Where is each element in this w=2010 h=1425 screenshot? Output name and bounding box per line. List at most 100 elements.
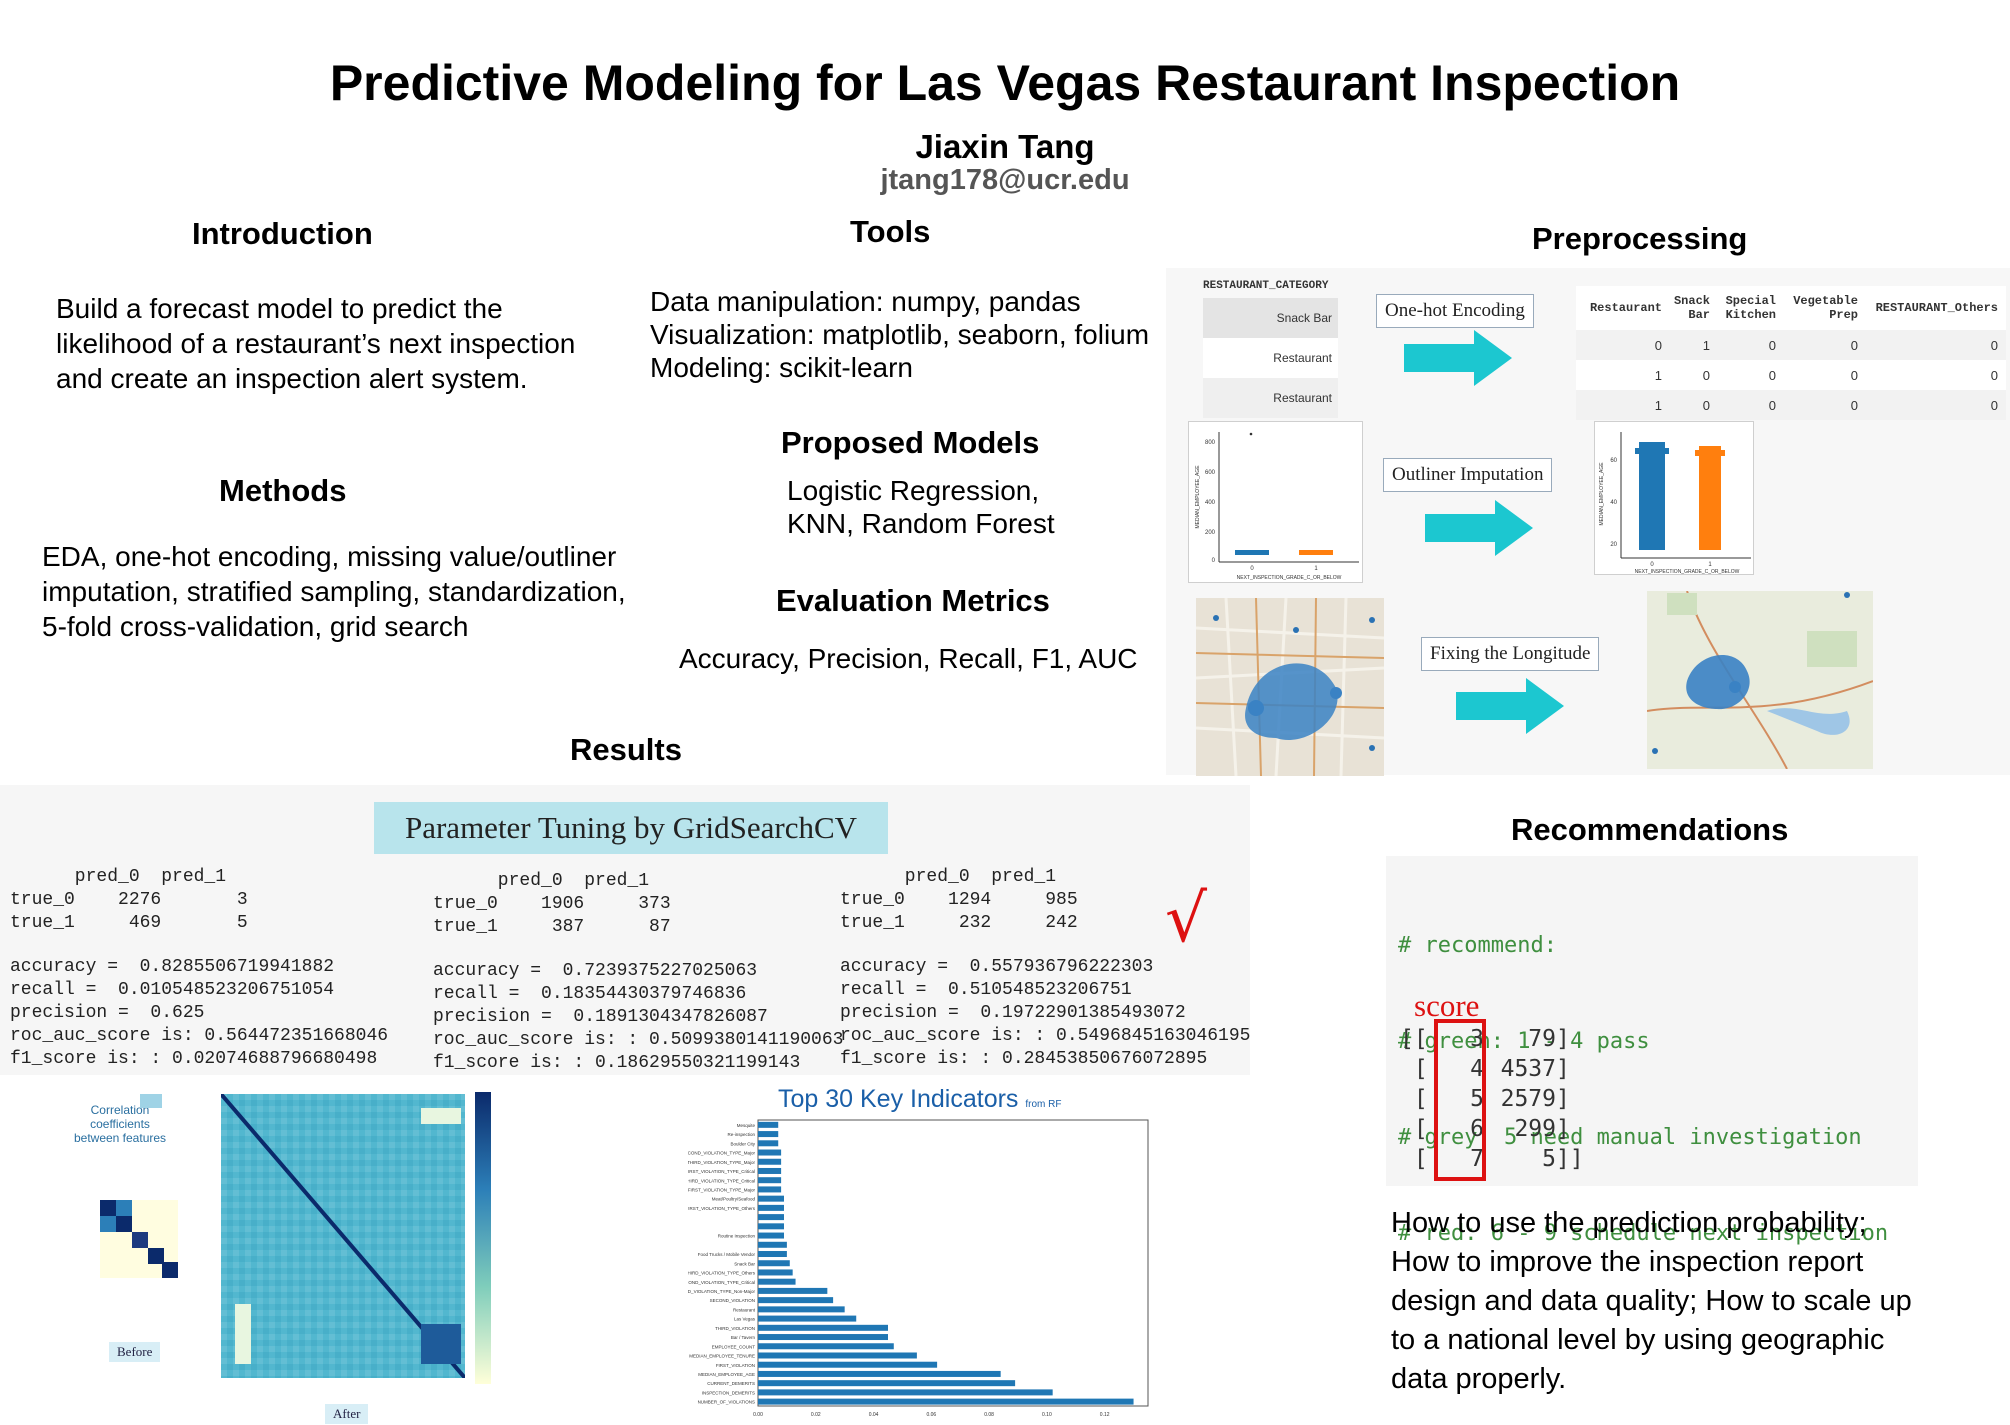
metrics-heading: Evaluation Metrics (776, 583, 1050, 618)
score-row: [7 5]] (1400, 1146, 1584, 1172)
score-row: [[3 79] (1400, 1026, 1570, 1052)
bar-label: Food Trucks / Mobile Vendor (698, 1252, 756, 1257)
after-label: After (325, 1404, 369, 1424)
bar-label: Snack Bar (734, 1261, 755, 1266)
bar (758, 1334, 888, 1341)
bar (758, 1149, 782, 1156)
bar-label: FIRST_VIOLATION_TYPE_Major (688, 1188, 755, 1193)
bar-label: FIRST_VIOLATION_TYPE_Critical (688, 1169, 755, 1174)
arrow-right-icon (1456, 678, 1564, 734)
bar (758, 1352, 917, 1359)
bar-label: Routine Inspection (718, 1234, 756, 1239)
x-axis-label: NEXT_INSPECTION_GRADE_C_OR_BELOW (1635, 569, 1740, 575)
bar (758, 1158, 782, 1165)
bar-label: MEDIAN_EMPLOYEE_TENURE (689, 1354, 755, 1359)
category-row: Restaurant (1203, 378, 1338, 418)
bar-label: THIRD_VIOLATION_TYPE_Major (688, 1160, 755, 1165)
metrics-text: Accuracy, Precision, Recall, F1, AUC (679, 643, 1138, 674)
y-tick-label: 800 (1205, 440, 1216, 446)
bar-label: THIRD_VIOLATION (715, 1326, 755, 1331)
score-matrix: [[3 79] [4 4537] [5 2579] [6 299] [7 5]] (1400, 1024, 1584, 1174)
map-before-image (1196, 598, 1384, 776)
onehot-header-row: Restaurant Snack Bar Special Kitchen Veg… (1589, 294, 1998, 322)
bar (758, 1278, 796, 1285)
category-table: RESTAURANT_CATEGORY Snack Bar Restaurant… (1203, 274, 1338, 418)
metrics-lr: accuracy = 0.8285506719941882 recall = 0… (10, 957, 389, 1069)
arrow-right-icon (1404, 330, 1512, 386)
bar (758, 1177, 782, 1184)
recommendations-heading: Recommendations (1511, 812, 1789, 847)
bar-label: INSPECTION_DEMERITS (702, 1390, 755, 1395)
metrics-rf: accuracy = 0.557936796222303 recall = 0.… (840, 957, 1251, 1069)
metrics-knn: accuracy = 0.7239375227025063 recall = 0… (433, 961, 844, 1073)
y-tick-label: 600 (1205, 470, 1216, 476)
bar (758, 1324, 888, 1331)
bar (758, 1343, 894, 1350)
introduction-text: Build a forecast model to predict the li… (56, 293, 576, 394)
outlier-label: Outliner Imputation (1383, 458, 1553, 492)
boxplot-after-image: 60 40 20 MEDIAN_EMPLOYEE_AGE 0 1 NEXT_IN… (1594, 421, 1754, 575)
bar-label: Bar / Tavern (731, 1335, 756, 1340)
bar (758, 1214, 784, 1221)
bar-label: MEDIAN_EMPLOYEE_AGE (698, 1372, 755, 1377)
y-axis-label: MEDIAN_EMPLOYEE_AGE (1195, 465, 1201, 529)
bar (758, 1121, 779, 1128)
x-tick-label: 0.04 (869, 1412, 879, 1418)
results-heading: Results (570, 732, 682, 767)
bar (758, 1389, 1053, 1396)
heatmap-before-image (100, 1200, 178, 1278)
x-tick-label: 0.06 (926, 1412, 936, 1418)
bar (758, 1287, 828, 1294)
bar-label: NUMBER_OF_VIOLATIONS (698, 1400, 755, 1405)
x-tick-label: 1 (1708, 562, 1712, 568)
score-row: [6 299] (1400, 1116, 1570, 1142)
bar (758, 1131, 779, 1138)
boxplot-before-image: 800 600 400 200 0 MEDIAN_EMPLOYEE_AGE 0 … (1188, 421, 1363, 583)
bar-label: EMPLOYEE_COUNT (712, 1344, 756, 1349)
score-row: [5 2579] (1400, 1086, 1570, 1112)
bar-label: SECOND_VIOLATION_TYPE_Major (688, 1151, 756, 1156)
onehot-row: 1 0 0 0 0 (1654, 367, 1998, 383)
introduction-heading: Introduction (192, 216, 373, 251)
methods-text: EDA, one-hot encoding, missing value/out… (42, 541, 626, 642)
models-heading: Proposed Models (781, 425, 1040, 460)
score-label: score (1414, 988, 1480, 1023)
longitude-label: Fixing the Longitude (1421, 637, 1600, 671)
bar (758, 1140, 779, 1147)
bar (758, 1380, 1016, 1387)
category-header: RESTAURANT_CATEGORY (1203, 280, 1329, 292)
before-label: Before (109, 1342, 161, 1362)
decoration (140, 1094, 162, 1108)
x-tick-label: 0.02 (811, 1412, 821, 1418)
bar-label: FIRST_VIOLATION_TYPE_Others (688, 1206, 756, 1211)
poster-title: Predictive Modeling for Las Vegas Restau… (329, 55, 1681, 111)
bar (758, 1251, 787, 1258)
bar (758, 1167, 782, 1174)
y-tick-label: 40 (1610, 500, 1617, 506)
x-tick-label: 0.00 (753, 1412, 763, 1418)
bar (758, 1306, 845, 1313)
bar-label: Restaurant (733, 1307, 756, 1312)
bar (758, 1269, 793, 1276)
y-tick-label: 20 (1610, 542, 1617, 548)
bar-label: Las Vegas (734, 1317, 756, 1322)
bar (758, 1315, 857, 1322)
methods-heading: Methods (219, 473, 347, 508)
matrix-rf-table: pred_0 pred_1 true_0 1294 985 true_1 232… (840, 867, 1078, 933)
bar (758, 1398, 1134, 1405)
category-row: Snack Bar (1203, 298, 1338, 338)
y-tick-label: 60 (1610, 458, 1617, 464)
x-tick-label: 0 (1650, 562, 1654, 568)
x-tick-label: 0.10 (1042, 1412, 1052, 1418)
bar (758, 1260, 790, 1267)
bar-label: Boulder City (730, 1141, 755, 1146)
score-highlight-box (1434, 1019, 1486, 1181)
models-text: Logistic Regression, KNN, Random Forest (787, 475, 1055, 539)
bar-label: CURRENT_DEMERITS (707, 1381, 755, 1386)
colorbar (475, 1092, 491, 1384)
bar (758, 1361, 938, 1368)
tuning-title: Parameter Tuning by GridSearchCV (374, 802, 888, 854)
matrix-lr-table: pred_0 pred_1 true_0 2276 3 true_1 469 5 (10, 867, 248, 933)
y-tick-label: 0 (1212, 558, 1216, 564)
bar (758, 1370, 1001, 1377)
